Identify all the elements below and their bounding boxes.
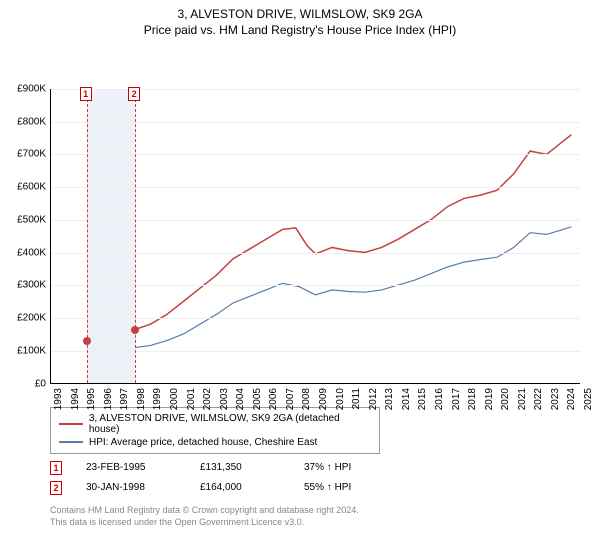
x-axis-label: 2018 <box>467 388 478 428</box>
transaction-index-marker: 1 <box>50 461 62 475</box>
footer-line-2: This data is licensed under the Open Gov… <box>50 516 600 529</box>
y-axis-label: £700K <box>4 149 46 160</box>
x-axis-label: 2009 <box>318 388 329 428</box>
transaction-dash-line <box>135 89 136 383</box>
gridline <box>51 351 580 352</box>
transaction-index-marker: 2 <box>50 481 62 495</box>
gridline <box>51 220 580 221</box>
x-axis-label: 1994 <box>70 388 81 428</box>
chart-title: 3, ALVESTON DRIVE, WILMSLOW, SK9 2GA <box>0 0 600 23</box>
transaction-table: 1 23-FEB-1995 £131,350 37% ↑ HPI 2 30-JAN-199… <box>50 458 600 498</box>
x-axis-label: 1998 <box>136 388 147 428</box>
transaction-marker: 2 <box>128 87 140 101</box>
x-axis-label: 2023 <box>550 388 561 428</box>
transaction-dot <box>131 326 139 334</box>
x-axis-label: 1993 <box>53 388 64 428</box>
chart-subtitle: Price paid vs. HM Land Registry's House … <box>0 23 600 41</box>
x-axis-label: 2008 <box>301 388 312 428</box>
y-axis-label: £200K <box>4 313 46 324</box>
series-hpi <box>87 227 571 352</box>
gridline <box>51 154 580 155</box>
transaction-row: 1 23-FEB-1995 £131,350 37% ↑ HPI <box>50 458 600 478</box>
y-axis-label: £400K <box>4 247 46 258</box>
chart-area: £0 £100K £200K £300K £400K £500K £600K £700K £80… <box>0 41 600 401</box>
transaction-date: 23-FEB-1995 <box>86 462 176 473</box>
x-axis-label: 1999 <box>152 388 163 428</box>
legend-label: HPI: Average price, detached house, Ches… <box>89 437 317 448</box>
transaction-marker: 1 <box>80 87 92 101</box>
x-axis-label: 2021 <box>517 388 528 428</box>
y-axis-label: £0 <box>4 378 46 389</box>
x-axis-label: 2001 <box>186 388 197 428</box>
x-axis-label: 2011 <box>351 388 362 428</box>
legend-swatch <box>59 441 83 443</box>
x-axis-label: 1995 <box>86 388 97 428</box>
x-axis-label: 2020 <box>500 388 511 428</box>
legend-item: HPI: Average price, detached house, Ches… <box>59 436 371 449</box>
y-axis-label: £800K <box>4 116 46 127</box>
y-axis-label: £600K <box>4 182 46 193</box>
legend-box: 3, ALVESTON DRIVE, WILMSLOW, SK9 2GA (de… <box>50 407 380 454</box>
y-axis-label: £500K <box>4 214 46 225</box>
x-axis-label: 2006 <box>268 388 279 428</box>
transaction-price: £131,350 <box>200 462 280 473</box>
y-axis-label: £100K <box>4 346 46 357</box>
plot-region <box>50 89 580 384</box>
x-axis-label: 2013 <box>384 388 395 428</box>
x-axis-label: 2014 <box>401 388 412 428</box>
x-axis-label: 2015 <box>417 388 428 428</box>
x-axis-label: 2022 <box>533 388 544 428</box>
x-axis-label: 2002 <box>202 388 213 428</box>
footer-line-1: Contains HM Land Registry data © Crown c… <box>50 504 600 517</box>
gridline <box>51 253 580 254</box>
x-axis-label: 2017 <box>451 388 462 428</box>
transaction-price: £164,000 <box>200 482 280 493</box>
transaction-vs-hpi: 55% ↑ HPI <box>304 482 384 493</box>
x-axis-label: 2012 <box>368 388 379 428</box>
x-axis-label: 2024 <box>566 388 577 428</box>
chart-container: 3, ALVESTON DRIVE, WILMSLOW, SK9 2GA Pri… <box>0 0 600 560</box>
y-axis-label: £900K <box>4 83 46 94</box>
x-axis-label: 2016 <box>434 388 445 428</box>
x-axis-label: 2004 <box>235 388 246 428</box>
gridline <box>51 187 580 188</box>
x-axis-label: 2005 <box>252 388 263 428</box>
x-axis-label: 2025 <box>583 388 594 428</box>
transaction-dot <box>83 337 91 345</box>
highlight-band <box>87 89 136 383</box>
transaction-row: 2 30-JAN-1998 £164,000 55% ↑ HPI <box>50 478 600 498</box>
y-axis-label: £300K <box>4 280 46 291</box>
gridline <box>51 318 580 319</box>
x-axis-label: 1996 <box>103 388 114 428</box>
gridline <box>51 285 580 286</box>
x-axis-label: 2003 <box>219 388 230 428</box>
footer-attribution: Contains HM Land Registry data © Crown c… <box>50 504 600 529</box>
x-axis-label: 2007 <box>285 388 296 428</box>
x-axis-label: 2019 <box>484 388 495 428</box>
x-axis-label: 2000 <box>169 388 180 428</box>
series-property <box>87 135 571 341</box>
gridline <box>51 122 580 123</box>
transaction-date: 30-JAN-1998 <box>86 482 176 493</box>
transaction-vs-hpi: 37% ↑ HPI <box>304 462 384 473</box>
x-axis-label: 2010 <box>335 388 346 428</box>
x-axis-label: 1997 <box>119 388 130 428</box>
